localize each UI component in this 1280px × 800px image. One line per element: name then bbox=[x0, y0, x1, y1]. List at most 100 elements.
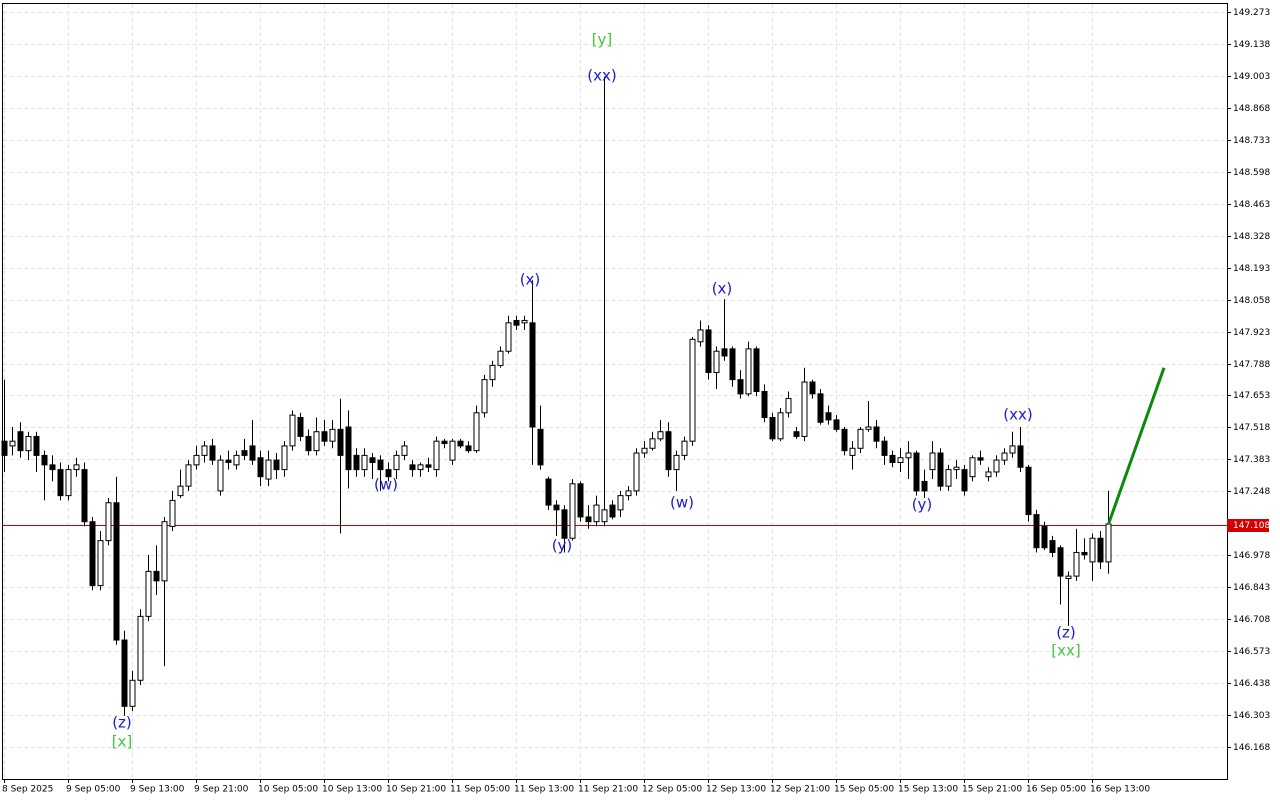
candle bbox=[689, 337, 696, 446]
candle bbox=[1009, 431, 1016, 458]
candle-body bbox=[953, 466, 960, 471]
candle-body bbox=[305, 435, 312, 452]
x-tick-label: 10 Sep 13:00 bbox=[322, 785, 382, 795]
candle bbox=[137, 609, 144, 686]
candle bbox=[25, 431, 32, 461]
x-tick-label: 12 Sep 13:00 bbox=[706, 785, 766, 795]
candle bbox=[265, 450, 272, 487]
candle-body bbox=[873, 426, 880, 442]
candle bbox=[305, 429, 312, 456]
wave-label: (xx) bbox=[587, 67, 616, 85]
candle-body bbox=[761, 390, 768, 419]
candle-body bbox=[225, 459, 232, 463]
y-tick-label: 147.653 bbox=[1233, 391, 1270, 401]
candle-body bbox=[417, 464, 424, 471]
candle-body bbox=[977, 457, 984, 461]
candle-body bbox=[425, 464, 432, 468]
candle-body bbox=[665, 431, 672, 471]
candle bbox=[1017, 426, 1024, 472]
candle bbox=[329, 419, 336, 449]
price-label-box bbox=[1227, 519, 1269, 532]
candle-body bbox=[1017, 445, 1024, 468]
candle bbox=[145, 554, 152, 622]
candle bbox=[705, 325, 712, 380]
y-tick-label: 148.193 bbox=[1233, 264, 1270, 274]
candle bbox=[1049, 535, 1056, 558]
candle bbox=[529, 280, 536, 465]
candle-body bbox=[945, 469, 952, 487]
candle bbox=[313, 417, 320, 456]
candle bbox=[953, 460, 960, 480]
y-tick-label: 148.328 bbox=[1233, 232, 1270, 242]
x-tick-label: 12 Sep 05:00 bbox=[642, 785, 702, 795]
candle-body bbox=[1081, 551, 1088, 556]
candle-body bbox=[777, 412, 784, 440]
candle-body bbox=[337, 428, 344, 456]
candle-body bbox=[137, 615, 144, 681]
candle-body bbox=[481, 379, 488, 414]
candle-body bbox=[1049, 540, 1056, 553]
x-tick-label: 9 Sep 13:00 bbox=[130, 785, 185, 795]
candle-body bbox=[153, 570, 160, 582]
candle bbox=[297, 412, 304, 442]
candle bbox=[393, 450, 400, 480]
candle-body bbox=[393, 454, 400, 471]
x-tick-label: 16 Sep 13:00 bbox=[1090, 785, 1150, 795]
candle-body bbox=[457, 440, 464, 447]
x-tick-label: 15 Sep 13:00 bbox=[898, 785, 958, 795]
candle bbox=[433, 436, 440, 477]
y-tick-label: 147.788 bbox=[1233, 360, 1270, 370]
candle-body bbox=[809, 381, 816, 395]
candle bbox=[745, 341, 752, 397]
candle bbox=[81, 462, 88, 527]
candle bbox=[569, 479, 576, 541]
candle-body bbox=[489, 364, 496, 381]
candle bbox=[193, 445, 200, 470]
candle-body bbox=[1, 440, 8, 456]
candle-body bbox=[649, 438, 656, 449]
candle-body bbox=[409, 464, 416, 471]
y-tick-label: 148.463 bbox=[1233, 200, 1270, 210]
candle bbox=[401, 441, 408, 461]
candle bbox=[497, 346, 504, 368]
candle bbox=[1057, 545, 1064, 605]
candle-body bbox=[561, 509, 568, 539]
candle bbox=[473, 405, 480, 454]
candle-body bbox=[849, 447, 856, 456]
candle-body bbox=[361, 454, 368, 471]
y-tick-label: 149.003 bbox=[1233, 72, 1270, 82]
candle-body bbox=[1089, 537, 1096, 563]
candle-body bbox=[593, 504, 600, 523]
wave-label: (w) bbox=[670, 494, 694, 512]
candle bbox=[737, 370, 744, 399]
y-tick-label: 148.868 bbox=[1233, 104, 1270, 114]
candle-body bbox=[441, 440, 448, 445]
candle bbox=[505, 315, 512, 354]
candle-body bbox=[177, 485, 184, 497]
x-tick-label: 16 Sep 05:00 bbox=[1026, 785, 1086, 795]
candle-body bbox=[1001, 452, 1008, 461]
candle bbox=[49, 455, 56, 482]
candle-body bbox=[897, 457, 904, 463]
candle bbox=[417, 462, 424, 477]
candle-body bbox=[929, 452, 936, 471]
candle bbox=[177, 469, 184, 499]
candle-body bbox=[321, 431, 328, 442]
candle-body bbox=[281, 445, 288, 471]
candle-body bbox=[329, 428, 336, 442]
candle-body bbox=[537, 428, 544, 466]
candle-body bbox=[705, 329, 712, 374]
candle-body bbox=[113, 502, 120, 641]
candle bbox=[761, 384, 768, 423]
y-tick-label: 146.708 bbox=[1233, 615, 1270, 625]
candle bbox=[1065, 571, 1072, 626]
candle bbox=[425, 457, 432, 472]
candle-body bbox=[273, 459, 280, 471]
candle-body bbox=[985, 471, 992, 478]
candle-body bbox=[937, 452, 944, 487]
candle-body bbox=[825, 412, 832, 421]
candle-body bbox=[865, 426, 872, 430]
candle bbox=[1001, 448, 1008, 465]
candle bbox=[129, 670, 136, 712]
y-tick-label: 149.273 bbox=[1233, 8, 1270, 18]
